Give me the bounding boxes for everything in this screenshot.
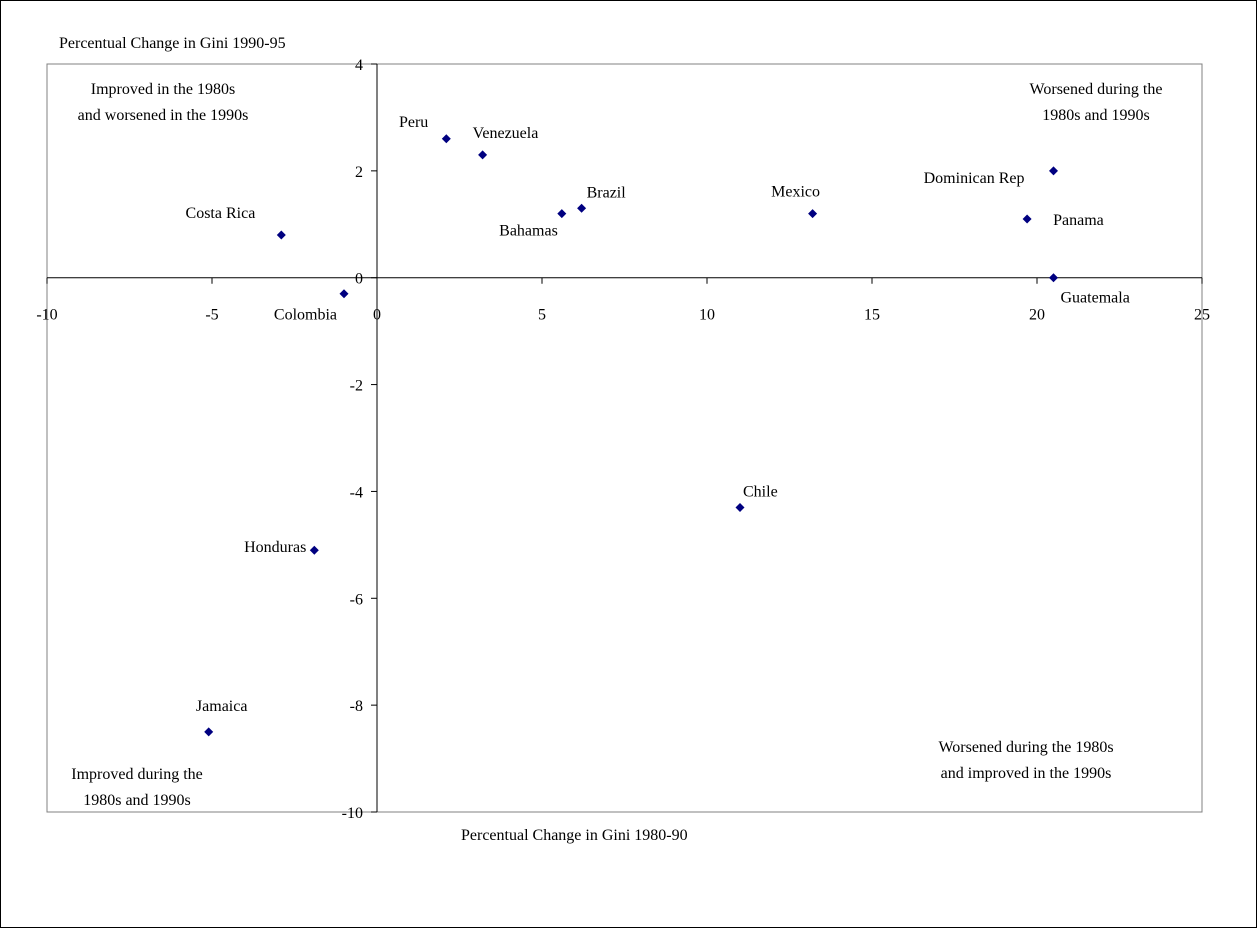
- x-tick-label: -5: [205, 307, 218, 324]
- data-point-dominican-rep: [1049, 166, 1058, 176]
- data-point-peru: [441, 134, 451, 144]
- x-tick-label: 15: [864, 307, 880, 324]
- point-label-panama: Panama: [1053, 212, 1104, 229]
- y-tick-label: -10: [342, 805, 363, 822]
- annotation-bottom-left-line: Improved during the: [71, 766, 203, 783]
- x-tick-label: 5: [538, 307, 546, 324]
- x-tick-labels: -10 -5 0 5 10 15 20 25: [36, 277, 1210, 324]
- y-tick-label: -2: [350, 378, 363, 395]
- point-label-dominican-rep: Dominican Rep: [924, 170, 1025, 187]
- data-markers: [204, 134, 1058, 737]
- y-tick-label: 2: [355, 164, 363, 181]
- annotation-top-right-line: 1980s and 1990s: [1042, 107, 1150, 124]
- y-tick-label: -4: [350, 484, 363, 501]
- point-label-chile: Chile: [743, 483, 778, 500]
- x-tick-label: 10: [699, 307, 715, 324]
- data-point-chile: [735, 502, 745, 512]
- point-label-bahamas: Bahamas: [499, 223, 558, 240]
- data-point-brazil: [577, 203, 587, 213]
- point-labels: Peru Venezuela Brazil Bahamas Mexico Dominica…: [186, 114, 1130, 715]
- x-tick-label: 20: [1029, 307, 1045, 324]
- data-point-mexico: [808, 209, 818, 219]
- point-label-guatemala: Guatemala: [1061, 290, 1130, 307]
- point-label-mexico: Mexico: [771, 184, 820, 201]
- data-point-jamaica: [204, 727, 214, 737]
- y-axis-title: Percentual Change in Gini 1990-95: [59, 35, 286, 52]
- y-tick-label: 4: [355, 57, 363, 74]
- x-tick-label: 25: [1194, 307, 1210, 324]
- annotation-bottom-left-line: 1980s and 1990s: [83, 792, 191, 809]
- data-point-honduras: [309, 545, 319, 555]
- point-label-honduras: Honduras: [244, 539, 306, 556]
- data-point-panama: [1022, 214, 1032, 224]
- data-point-guatemala: [1049, 273, 1058, 283]
- x-tick-label: 0: [373, 307, 381, 324]
- annotation-top-left-line: and worsened in the 1990s: [78, 107, 249, 124]
- point-label-colombia: Colombia: [274, 307, 337, 324]
- annotation-bottom-right-line: Worsened during the 1980s: [938, 739, 1113, 756]
- y-tick-labels: 4 2 0 -2 -4 -6 -8 -10: [342, 57, 377, 822]
- point-label-jamaica: Jamaica: [196, 698, 248, 715]
- data-point-venezuela: [478, 150, 488, 160]
- x-axis-title: Percentual Change in Gini 1980-90: [461, 827, 688, 844]
- annotation-bottom-right-line: and improved in the 1990s: [941, 765, 1112, 782]
- y-tick-label: -6: [350, 591, 363, 608]
- data-point-costa-rica: [276, 230, 286, 240]
- axes: [47, 64, 1202, 812]
- y-tick-label: 0: [355, 271, 363, 288]
- quadrant-annotations: Improved in the 1980s and worsened in the…: [71, 81, 1162, 809]
- annotation-top-left-line: Improved in the 1980s: [91, 81, 235, 98]
- point-label-venezuela: Venezuela: [473, 125, 539, 142]
- plot-area: [46, 63, 1203, 813]
- point-label-brazil: Brazil: [587, 184, 627, 201]
- y-tick-label: -8: [350, 698, 363, 715]
- annotation-top-right-line: Worsened during the: [1030, 81, 1163, 98]
- point-label-peru: Peru: [399, 114, 428, 131]
- point-label-costa-rica: Costa Rica: [186, 205, 256, 222]
- data-point-bahamas: [557, 209, 567, 219]
- data-point-colombia: [339, 289, 349, 299]
- x-tick-label: -10: [36, 307, 57, 324]
